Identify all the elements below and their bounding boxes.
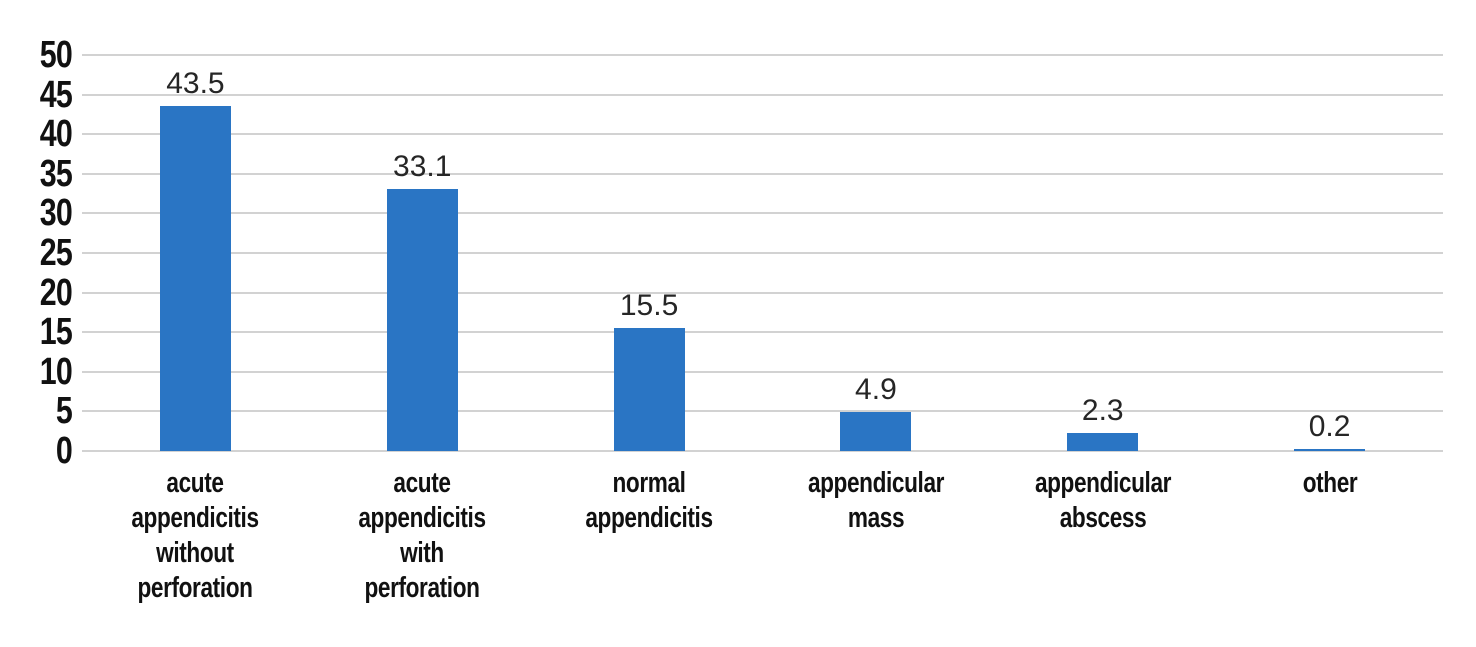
- y-tick-label: 10: [39, 350, 73, 393]
- bar: [1294, 449, 1366, 451]
- gridline: [82, 410, 1443, 413]
- bar-value-label: 0.2: [1308, 410, 1351, 444]
- y-tick-label: 15: [39, 311, 73, 354]
- bar: [840, 412, 912, 451]
- category-label: acute appendicitis with perforation: [358, 467, 487, 604]
- bar-value-label: 4.9: [855, 373, 897, 407]
- gridline: [82, 133, 1443, 136]
- y-tick-label: 5: [55, 390, 73, 433]
- y-tick-label: 0: [55, 430, 73, 472]
- bar-value-label: 43.5: [166, 67, 225, 101]
- bar: [386, 188, 458, 451]
- gridline: [82, 370, 1443, 373]
- gridline: [82, 54, 1443, 56]
- gridline: [82, 172, 1443, 175]
- category-label: acute appendicitis without perforation: [131, 467, 260, 604]
- category-label: appendicular mass: [807, 467, 945, 534]
- y-tick-label: 40: [39, 113, 73, 156]
- y-tick-label: 35: [39, 152, 73, 195]
- gridline: [82, 331, 1443, 334]
- y-tick-label: 30: [39, 192, 73, 235]
- y-tick-label: 50: [39, 34, 73, 76]
- gridline: [82, 450, 1443, 452]
- category-label: appendicular abscess: [1034, 467, 1171, 534]
- gridline: [82, 93, 1443, 96]
- bar-value-label: 2.3: [1081, 393, 1124, 427]
- y-tick-label: 20: [39, 271, 73, 314]
- bar: [1067, 432, 1139, 451]
- bar-value-label: 33.1: [393, 149, 452, 183]
- gridline: [82, 291, 1443, 294]
- y-tick-label: 25: [39, 232, 73, 274]
- bar: [613, 328, 685, 451]
- category-label: other: [1302, 467, 1357, 499]
- gridline: [82, 252, 1443, 254]
- bar-value-label: 15.5: [619, 289, 679, 323]
- y-tick-label: 45: [39, 73, 73, 116]
- gridline: [82, 212, 1443, 215]
- category-label: normal appendicitis: [585, 467, 713, 534]
- bar: [159, 106, 231, 451]
